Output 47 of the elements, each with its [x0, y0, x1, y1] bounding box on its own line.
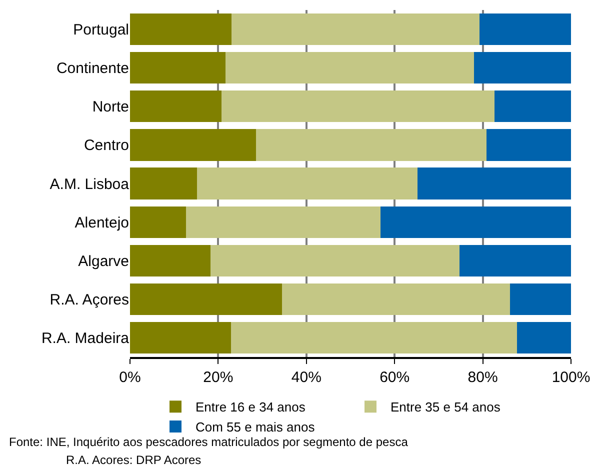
- y-tick-label: R.A. Madeira: [41, 330, 130, 347]
- bar: [380, 206, 571, 238]
- bar: [197, 168, 418, 200]
- text: R.A. Acores: DRP Acores: [66, 453, 202, 467]
- x-tick-label: 100%: [552, 369, 590, 386]
- bar: [130, 206, 186, 238]
- bar: [130, 52, 226, 84]
- bar: [230, 322, 518, 354]
- bar: [510, 283, 571, 315]
- bar: [130, 168, 198, 200]
- y-tick-label: R.A. Açores: [50, 291, 129, 308]
- bar: [231, 13, 480, 46]
- bar: [130, 129, 256, 161]
- y-tick-label: A.M. Lisboa: [50, 176, 130, 193]
- x-tick-label: 20%: [203, 369, 234, 386]
- bar: [186, 206, 380, 238]
- legend-label: Entre 35 e 54 anos: [390, 400, 501, 415]
- bar: [486, 129, 571, 161]
- y-tick-label: Alentejo: [74, 214, 129, 232]
- bar: [256, 129, 486, 161]
- y-tick-label: Continente: [56, 60, 129, 78]
- bar: [130, 283, 282, 315]
- y-tick-label: Norte: [92, 98, 129, 116]
- bar: [494, 90, 571, 122]
- bar: [517, 322, 571, 354]
- bar: [479, 13, 571, 46]
- bar: [130, 90, 222, 122]
- x-tick-label: 60%: [380, 369, 410, 386]
- bar: [130, 13, 232, 46]
- source-note: Fonte: INE, Inquérito aos pescadores matriculados por segmento de pesca: [9, 435, 408, 449]
- bar: [474, 52, 571, 84]
- x-tick-label: 80%: [468, 369, 498, 386]
- legend-label: Com 55 e mais anos: [196, 420, 316, 435]
- y-tick-label: Portugal: [73, 22, 129, 39]
- bar: [226, 52, 474, 84]
- bar: [130, 244, 210, 276]
- bar: [222, 90, 495, 122]
- bar: [459, 244, 571, 276]
- legend-label: Entre 16 e 34 anos: [196, 400, 306, 415]
- x-tick-label: 0%: [119, 369, 141, 386]
- bar: [282, 283, 510, 315]
- y-tick-label: Centro: [84, 137, 129, 154]
- y-tick-label: Algarve: [78, 252, 129, 270]
- bar: [210, 244, 460, 276]
- x-tick-label: 40%: [291, 369, 322, 386]
- bar: [418, 168, 571, 200]
- bar: [130, 322, 231, 354]
